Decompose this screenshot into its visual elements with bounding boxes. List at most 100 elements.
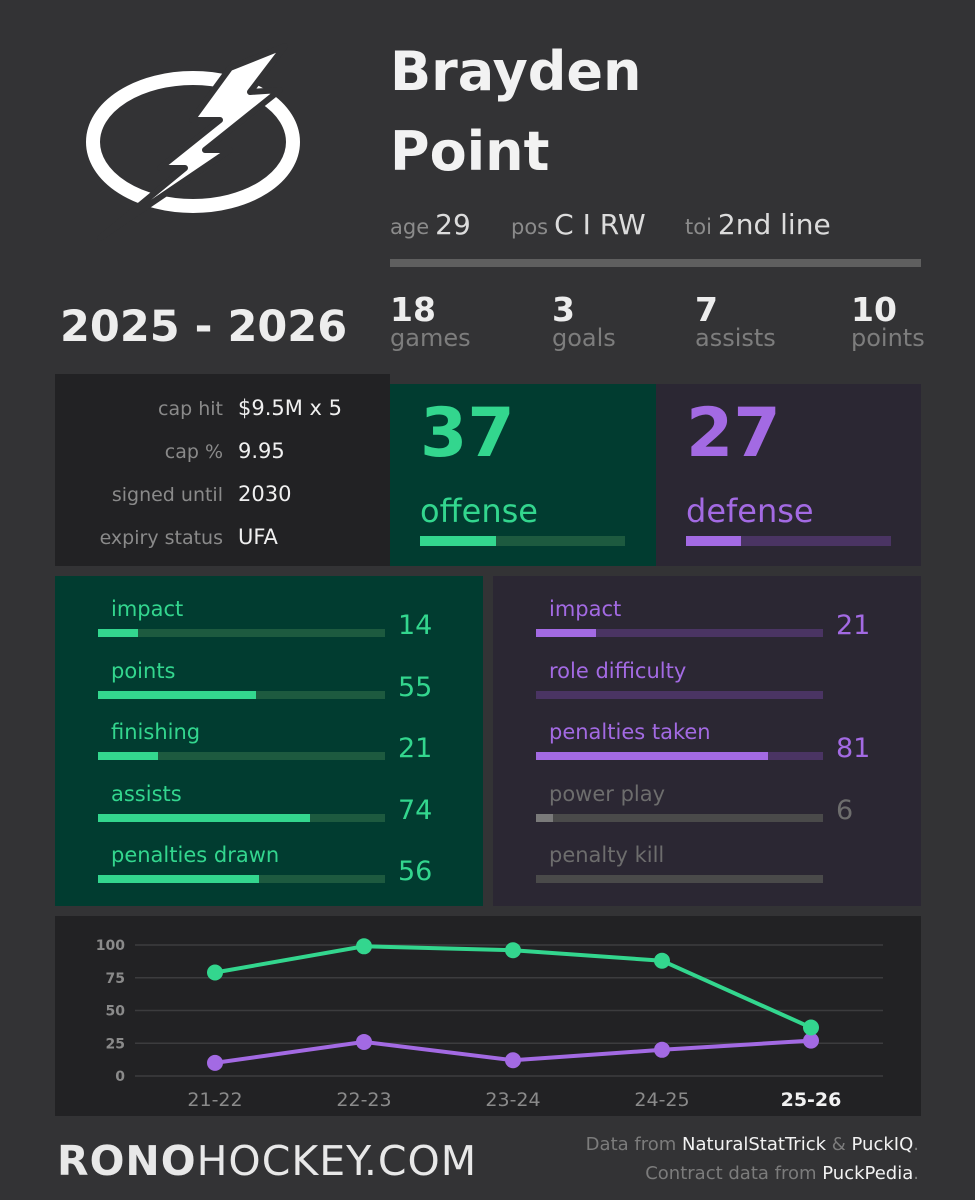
metric-value: 14 [398, 610, 433, 641]
credit-end: . [913, 1163, 919, 1184]
data-point [505, 942, 521, 959]
contract-value: UFA [238, 525, 278, 549]
credit-amp: & [826, 1134, 852, 1155]
data-point [207, 964, 223, 981]
metric-bar-track [536, 690, 823, 699]
credit-prefix: Data from [585, 1134, 682, 1155]
stat-unit: goals [552, 324, 616, 352]
metric-label: impact [549, 597, 622, 621]
contract-value: $9.5M x 5 [238, 396, 343, 420]
stat-unit: assists [695, 324, 776, 352]
defense-bar-fill [686, 536, 742, 546]
metric-bar-fill [98, 875, 259, 883]
brand-wordmark: RONOHOCKEY.COM [57, 1137, 477, 1185]
defense-metrics-panel: impact 21 role difficulty penalties taken 81… [493, 576, 921, 906]
player-first-name: Brayden [390, 40, 642, 103]
stat-number: 3 [552, 290, 575, 329]
brand-rest: HOCKEY.COM [196, 1137, 478, 1185]
metric-bar-track [98, 875, 385, 883]
y-tick-label: 100 [96, 938, 125, 954]
offense-label: offense [420, 492, 538, 530]
stat-points: 10 points [851, 293, 925, 350]
credit-prefix: Contract data from [645, 1163, 823, 1184]
data-point [356, 938, 372, 955]
metric-value: 81 [836, 733, 871, 764]
metric-label: penalties taken [549, 720, 711, 744]
metric-row: points 55 [55, 637, 483, 703]
age-value: 29 [435, 208, 471, 241]
credit-end: . [913, 1134, 919, 1155]
data-credit: Data from NaturalStatTrick & PuckIQ. [586, 1134, 919, 1155]
metric-bar-fill [98, 629, 139, 637]
data-point [654, 952, 670, 969]
offense-score: 37 [420, 394, 515, 473]
contract-label: signed until [111, 484, 223, 506]
offense-bar-fill [420, 536, 496, 546]
y-tick-label: 75 [106, 971, 125, 987]
contract-value: 9.95 [238, 439, 285, 463]
metric-bar-fill [98, 690, 256, 699]
metric-label: impact [111, 597, 184, 621]
defense-bar-track [686, 536, 891, 546]
contract-row: expiry status UFA [55, 525, 390, 557]
data-point [803, 1019, 819, 1036]
offense-metrics-panel: impact 14 points 55 finishing 21 assists 74 pena… [55, 576, 483, 906]
stat-games: 18 games [390, 293, 471, 350]
credit-source-link[interactable]: NaturalStatTrick [681, 1134, 827, 1155]
metric-row: penalties taken 81 [493, 698, 921, 764]
metric-bar-fill [98, 813, 311, 822]
y-tick-label: 50 [106, 1004, 126, 1020]
defense-label: defense [686, 492, 814, 530]
stat-unit: points [851, 324, 925, 352]
metric-bar-fill [536, 629, 597, 637]
metric-bar-track [98, 752, 385, 760]
contract-label: expiry status [99, 527, 223, 549]
metric-bar-track [536, 629, 823, 637]
x-tick-label: 25-26 [781, 1089, 842, 1111]
metric-row: impact 14 [55, 575, 483, 641]
stat-unit: games [390, 324, 471, 352]
bio-age: age 29 [390, 208, 471, 241]
stat-goals: 3 goals [552, 293, 616, 350]
metric-row: penalties drawn 56 [55, 821, 483, 887]
history-chart-panel: 0 25 50 75 100 21-22 22-23 23-24 24-25 25-26 [55, 916, 921, 1116]
metric-row: impact 21 [493, 575, 921, 641]
x-tick-label: 22-23 [336, 1089, 391, 1111]
x-tick-label: 21-22 [187, 1089, 242, 1111]
metric-bar-track [98, 629, 385, 637]
metric-row: power play 6 [493, 760, 921, 826]
offense-summary-panel: 37 offense [390, 384, 656, 566]
team-logo-icon [86, 43, 300, 241]
metric-value: 55 [398, 671, 433, 703]
metric-label: penalties drawn [111, 843, 280, 867]
metric-value: 74 [398, 794, 433, 826]
metric-label: penalty kill [549, 843, 665, 867]
metric-value: 56 [398, 856, 433, 887]
season-label: 2025 - 2026 [60, 302, 348, 352]
contract-label: cap hit [158, 398, 223, 420]
data-point [505, 1052, 521, 1069]
defense-score: 27 [686, 394, 781, 473]
metric-row: penalty kill [493, 821, 921, 883]
defense-summary-panel: 27 defense [656, 384, 921, 566]
stat-number: 7 [695, 290, 718, 329]
offense-bar-track [420, 536, 625, 546]
metric-value: 6 [836, 794, 854, 826]
credit-source-link[interactable]: PuckPedia [822, 1163, 914, 1184]
stat-assists: 7 assists [695, 293, 776, 350]
metric-label: finishing [111, 720, 201, 744]
contract-row: cap % 9.95 [55, 439, 390, 471]
toi-label: toi [685, 215, 712, 239]
metric-row: role difficulty [493, 637, 921, 699]
credit-source-link[interactable]: PuckIQ [851, 1134, 914, 1155]
metric-label: power play [549, 781, 666, 806]
data-point [207, 1054, 223, 1071]
metric-label: role difficulty [549, 658, 687, 683]
position-value: C I RW [554, 208, 646, 241]
x-tick-label: 23-24 [485, 1089, 540, 1111]
y-tick-label: 25 [106, 1036, 125, 1052]
y-tick-label: 0 [115, 1069, 125, 1085]
series-line [214, 944, 812, 1030]
bio-toi: toi 2nd line [685, 208, 831, 241]
metric-bar-fill [536, 752, 769, 760]
